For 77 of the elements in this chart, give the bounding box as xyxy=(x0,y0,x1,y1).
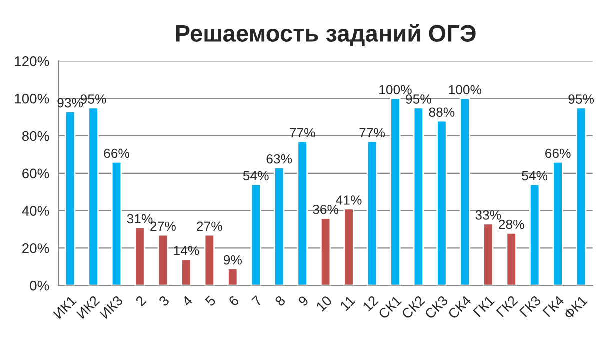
data-label: 77% xyxy=(360,128,385,138)
data-label: 54% xyxy=(243,171,269,181)
data-label: 33% xyxy=(476,210,502,220)
y-tick-label: 120% xyxy=(15,56,50,66)
bar xyxy=(460,98,470,286)
bar xyxy=(366,140,378,286)
x-tick-label: СК3 xyxy=(424,295,449,320)
data-label: 36% xyxy=(313,204,339,214)
x-tick-label: ГК2 xyxy=(496,295,518,318)
x-tick-label: 3 xyxy=(158,295,170,307)
bar xyxy=(344,208,354,286)
chart-title: Решаемость заданий ОГЭ xyxy=(176,24,476,46)
bar xyxy=(250,184,262,286)
x-tick-label: 4 xyxy=(182,295,194,307)
x-tick-label: 12 xyxy=(362,295,379,312)
bar xyxy=(436,120,448,286)
x-tick-label: 7 xyxy=(252,295,263,307)
bar xyxy=(204,234,215,286)
bar xyxy=(552,161,564,286)
y-tick-label: 40% xyxy=(22,206,50,216)
data-label: 66% xyxy=(546,148,571,158)
data-label: 95% xyxy=(568,94,594,104)
bar xyxy=(134,226,146,286)
bar xyxy=(576,107,587,286)
data-label: 28% xyxy=(499,220,524,230)
data-label: 77% xyxy=(290,128,316,138)
bar xyxy=(88,107,99,286)
data-label: 41% xyxy=(336,196,362,205)
y-tick-label: 60% xyxy=(22,168,50,179)
data-label: 9% xyxy=(224,255,242,265)
bar xyxy=(529,184,540,286)
data-label: 27% xyxy=(150,222,176,232)
bar xyxy=(320,218,332,286)
data-label: 27% xyxy=(197,222,222,232)
y-tick-label: 20% xyxy=(22,244,50,254)
y-tick-label: 0% xyxy=(30,280,50,291)
bar xyxy=(506,232,517,286)
bar xyxy=(111,161,122,286)
x-tick-label: ГК1 xyxy=(473,295,496,318)
x-tick-label: 11 xyxy=(340,295,356,312)
data-label: 54% xyxy=(522,171,548,181)
x-tick-label: ФК1 xyxy=(564,295,588,320)
x-tick-label: ГК3 xyxy=(519,295,542,318)
data-label: 63% xyxy=(266,154,292,164)
data-label: 100% xyxy=(380,85,412,95)
data-label: 93% xyxy=(58,98,84,108)
data-label: 100% xyxy=(449,85,482,95)
x-tick-label: ИК1 xyxy=(53,295,77,320)
x-tick-label: 9 xyxy=(298,295,310,307)
x-tick-label: СК1 xyxy=(378,295,402,320)
x-tick-label: 5 xyxy=(204,295,216,307)
x-tick-label: ИК3 xyxy=(100,295,124,320)
bar xyxy=(181,258,192,286)
bar xyxy=(413,107,424,286)
data-label: 66% xyxy=(104,148,130,158)
x-tick-label: 6 xyxy=(228,295,240,307)
data-label: 95% xyxy=(406,94,432,104)
data-label: 14% xyxy=(174,246,200,256)
x-tick-label: 8 xyxy=(274,295,286,307)
bar xyxy=(297,140,308,286)
bar xyxy=(274,167,285,286)
y-tick-label: 100% xyxy=(15,94,50,104)
data-label: 95% xyxy=(80,94,106,104)
x-tick-label: СК4 xyxy=(448,295,472,320)
data-label: 88% xyxy=(429,108,455,118)
bar xyxy=(390,98,401,286)
y-tick-label: 80% xyxy=(22,131,50,142)
bar xyxy=(64,110,76,286)
bar xyxy=(228,268,238,286)
x-tick-label: СК2 xyxy=(401,295,426,320)
bar xyxy=(483,223,494,286)
x-tick-label: 10 xyxy=(316,295,333,312)
x-tick-label: ГК4 xyxy=(542,295,565,318)
x-tick-label: 2 xyxy=(135,295,147,307)
x-tick-label: ИК2 xyxy=(76,295,100,320)
bar xyxy=(158,234,169,286)
data-label: 31% xyxy=(127,214,153,224)
